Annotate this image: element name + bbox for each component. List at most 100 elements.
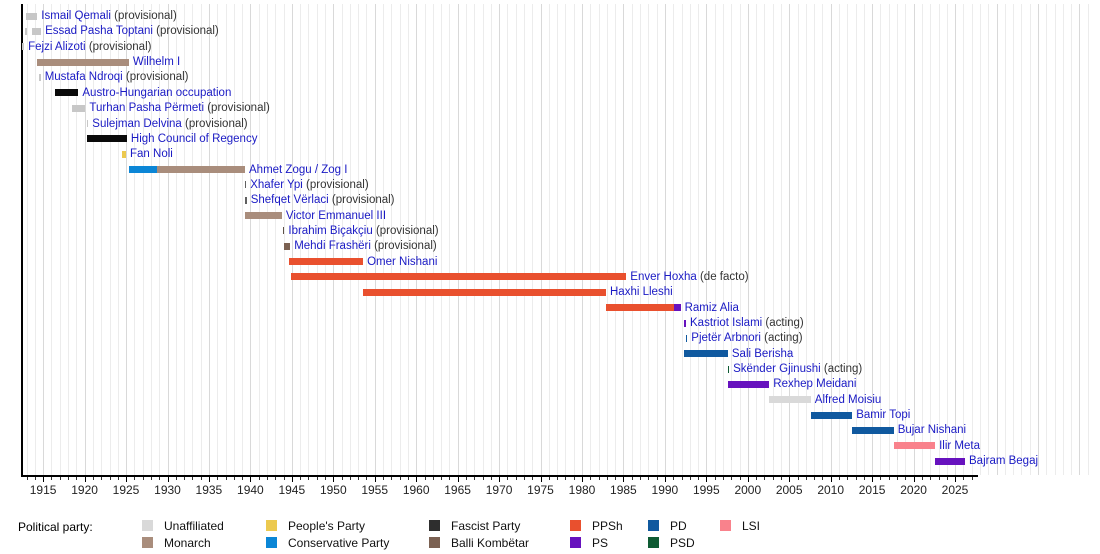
grid-line-year (175, 4, 177, 475)
axis-tick (432, 477, 434, 480)
person-link[interactable]: High Council of Regency (130, 132, 258, 145)
axis-tick (681, 477, 683, 480)
axis-tick (722, 477, 724, 480)
person-link[interactable]: Pjetër Arbnori (691, 332, 761, 345)
axis-tick (698, 477, 699, 480)
person-link[interactable]: Ramiz Alia (684, 301, 739, 314)
grid-line-year (598, 4, 600, 475)
row-label-suffix: (provisional) (328, 194, 395, 207)
axis-tick (300, 477, 302, 480)
axis-tick (582, 477, 583, 482)
grid-line-year (880, 4, 882, 475)
axis-tick (441, 477, 443, 480)
grid-line-year (84, 4, 86, 475)
axis-tick-label: 1970 (485, 483, 513, 497)
person-link[interactable]: Xhafer Ypi (250, 178, 303, 191)
grid-line-year (747, 4, 749, 475)
person-link[interactable]: Alfred Moisiu (814, 393, 882, 406)
timeline-bar-segment (121, 150, 126, 158)
person-link[interactable]: Sali Berisha (731, 347, 794, 360)
row-label: Wilhelm I (133, 55, 180, 69)
axis-tick (449, 477, 451, 480)
grid-line-year (764, 4, 766, 475)
axis-tick (814, 477, 816, 480)
axis-tick-label: 1990 (651, 483, 679, 497)
grid-line-year (383, 4, 384, 475)
grid-line-year (606, 4, 608, 475)
grid-line-year (490, 4, 492, 475)
timeline-bar-segment (245, 212, 282, 219)
axis-tick (772, 477, 774, 480)
legend-swatch (142, 537, 153, 548)
grid-line-year (971, 4, 973, 475)
person-link[interactable]: Fejzi Alizoti (28, 40, 86, 53)
row-label-suffix: (provisional) (152, 25, 219, 38)
person-link[interactable]: Ibrahim Biçakçiu (288, 224, 373, 237)
grid-line-year (341, 4, 343, 475)
timeline-bar-segment (244, 181, 247, 189)
axis-tick (640, 477, 641, 480)
axis-tick (897, 477, 898, 480)
row-label-suffix: (provisional) (85, 40, 152, 53)
grid-line-year (955, 4, 956, 475)
axis-tick (308, 477, 310, 480)
axis-tick (623, 477, 625, 482)
axis-tick (258, 477, 260, 480)
person-link[interactable]: Victor Emmanuel III (285, 209, 387, 222)
person-link[interactable]: Ismail Qemali (41, 10, 111, 22)
person-link[interactable]: Essad Pasha Toptani (45, 25, 153, 38)
grid-line-year (68, 4, 69, 475)
person-link[interactable]: Kastriot Islami (690, 317, 763, 329)
timeline-bar-segment (282, 227, 285, 235)
grid-line-year (988, 4, 990, 475)
person-link[interactable]: Mehdi Frashëri (294, 240, 371, 253)
axis-tick (913, 477, 915, 482)
axis-tick (921, 477, 923, 480)
person-link[interactable]: Bujar Nishani (897, 424, 967, 437)
axis-tick (325, 477, 326, 480)
grid-line-year (1029, 4, 1031, 475)
person-link[interactable]: Bajram Begaj (969, 455, 1039, 468)
person-link[interactable]: Shefqet Vërlaci (250, 194, 329, 207)
grid-line-year (640, 4, 641, 475)
plot-area: 1915 1920 1925 1930 1935 1940 1945 1950 1955 1960… (21, 4, 1089, 497)
grid-line-year (258, 4, 260, 475)
axis-tick (631, 477, 633, 480)
person-link[interactable]: Ahmet Zogu / Zog I (249, 163, 348, 176)
axis-tick (648, 477, 650, 480)
row-label: Ahmet Zogu / Zog I (249, 163, 347, 177)
x-axis-line (22, 475, 978, 477)
person-link[interactable]: Rexhep Meidani (773, 378, 857, 391)
legend-swatch (266, 520, 277, 531)
person-link[interactable]: Enver Hoxha (630, 270, 697, 283)
grid-line-year (648, 4, 650, 475)
timeline-bar-segment (25, 27, 28, 35)
row-label-suffix: (provisional) (302, 178, 369, 191)
axis-tick (764, 477, 766, 480)
person-link[interactable]: Skënder Gjinushi (733, 363, 821, 376)
row-label: Ibrahim Biçakçiu (provisional) (288, 224, 438, 238)
legend-label: Fascist Party (451, 519, 521, 533)
grid-line-year (399, 4, 401, 475)
grid-line-year (739, 4, 741, 475)
person-link[interactable]: Wilhelm I (132, 56, 181, 68)
row-label-suffix: (provisional) (110, 10, 177, 22)
grid-line-year (283, 4, 285, 475)
timeline-bar-segment (810, 411, 853, 419)
person-link[interactable]: Mustafa Ndroqi (44, 71, 123, 84)
person-link[interactable]: Haxhi Lleshi (610, 286, 673, 299)
person-link[interactable]: Sulejman Delvina (92, 117, 182, 130)
legend-label: PS (592, 536, 609, 550)
legend-swatch (720, 520, 731, 531)
person-link[interactable]: Bamir Topi (856, 409, 911, 422)
person-link[interactable]: Ilir Meta (939, 439, 980, 452)
axis-tick (714, 477, 716, 480)
person-link[interactable]: Fan Noli (130, 148, 173, 161)
person-link[interactable]: Turhan Pasha Përmeti (89, 102, 205, 115)
legend-label: PPSh (592, 519, 623, 533)
grid-line-year (267, 4, 268, 475)
person-link[interactable]: Austro-Hungarian occupation (82, 86, 232, 99)
grid-line-year (698, 4, 699, 475)
row-label-suffix: (de facto) (696, 270, 749, 283)
person-link[interactable]: Omer Nishani (367, 255, 438, 268)
